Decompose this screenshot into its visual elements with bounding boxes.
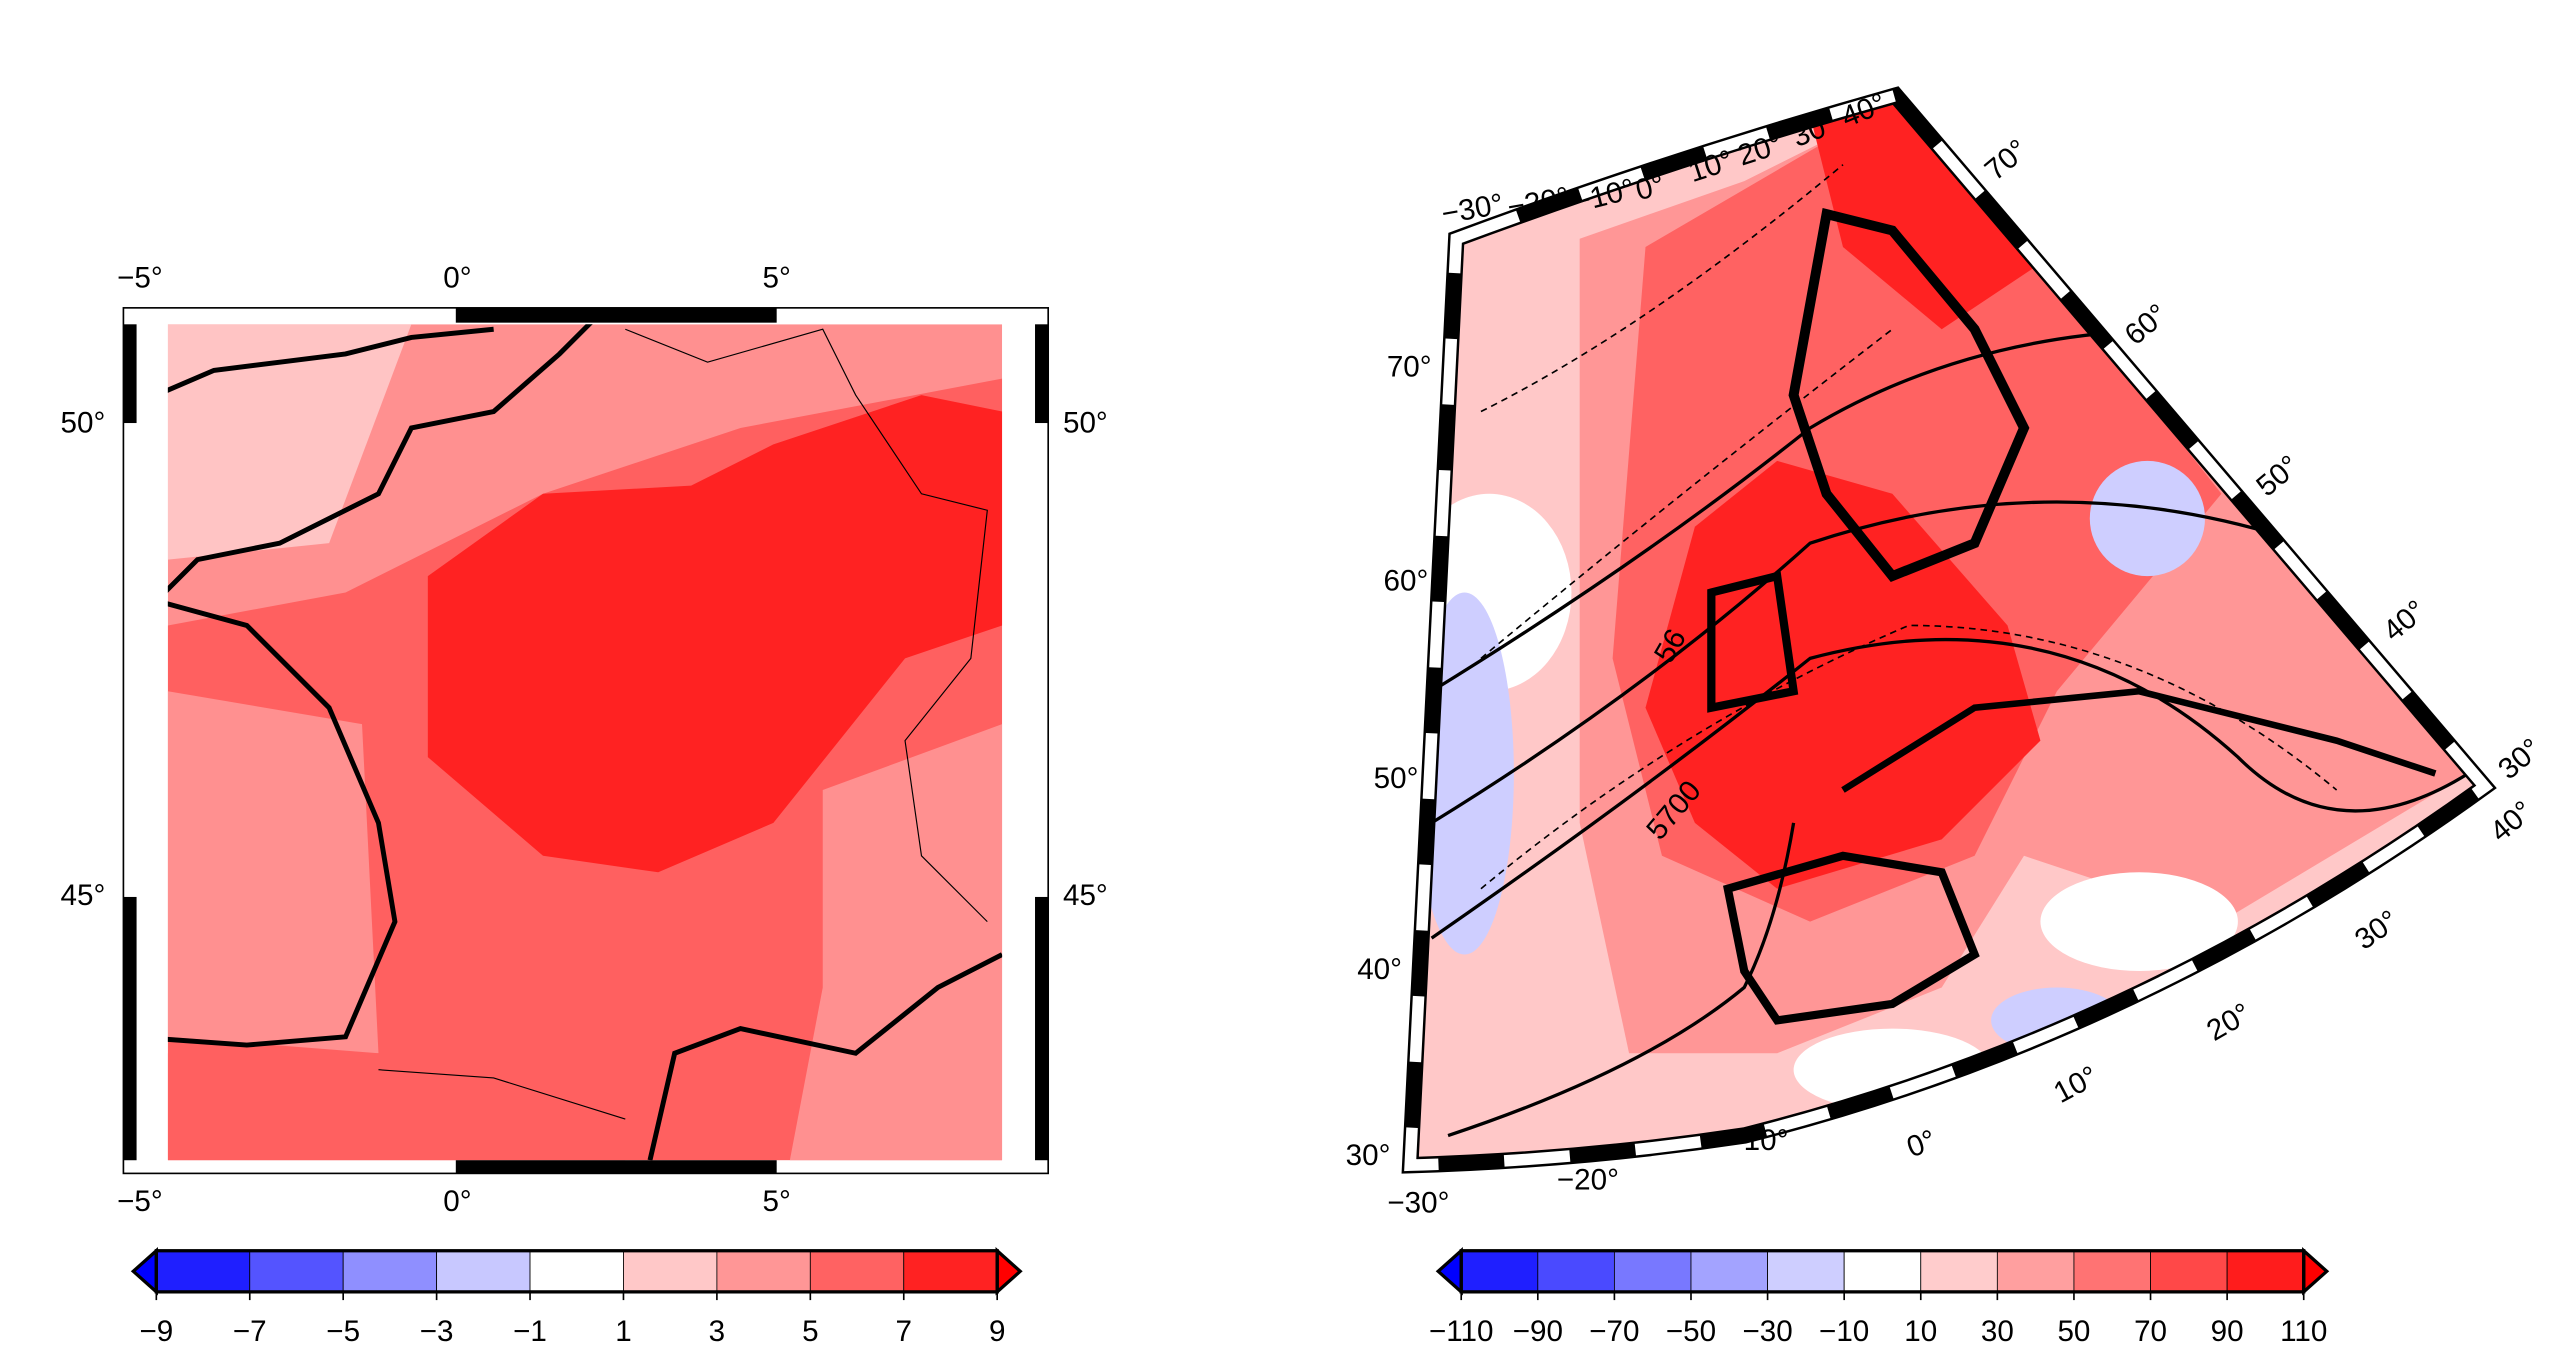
colorbar-tick-label: 50 (2057, 1315, 2090, 1348)
colorbar-over (995, 1247, 1023, 1296)
colorbar-tick-label: −3 (420, 1315, 454, 1348)
map-border (123, 307, 1049, 1174)
left-map (122, 307, 1050, 1175)
colorbar-tick-label: 9 (989, 1315, 1005, 1348)
colorbar-tick-label: −50 (1666, 1315, 1716, 1348)
axis-label: 0° (443, 262, 471, 295)
colorbar-tick-label: −30 (1742, 1315, 1792, 1348)
axis-label: −5° (117, 262, 163, 295)
colorbar-box (249, 1250, 344, 1293)
axis-label: −5° (117, 1185, 163, 1218)
axis-label: 40° (2377, 594, 2433, 648)
axis-label: 70° (1979, 133, 2035, 187)
colorbar-box (1537, 1250, 1615, 1293)
colorbar-tick-label: −9 (139, 1315, 173, 1348)
axis-label: 0° (443, 1185, 471, 1218)
colorbar-box (2150, 1250, 2228, 1293)
right-map (1401, 86, 2497, 1174)
axis-label: 0° (1902, 1124, 1940, 1165)
colorbar-over (2302, 1247, 2330, 1296)
colorbar-box (1460, 1250, 1539, 1293)
colorbar-tick-label: 70 (2134, 1315, 2167, 1348)
axis-label: 40° (2484, 795, 2540, 849)
colorbar-box (716, 1250, 811, 1293)
colorbar-tick-label: −1 (513, 1315, 547, 1348)
axis-label: 40° (1357, 953, 1402, 986)
colorbar-tick-label: 110 (2280, 1315, 2327, 1348)
axis-label: 45° (61, 879, 106, 912)
axis-label: −30° (1387, 1186, 1449, 1219)
colorbar-frame (1459, 1249, 2306, 1294)
map-frame-dashes (1404, 89, 2494, 1172)
colorbar-tick-label: 3 (709, 1315, 725, 1348)
axis-label: −10° (1726, 1124, 1788, 1157)
axis-label: 5° (763, 262, 791, 295)
axis-label: 70° (1387, 351, 1432, 384)
colorbar-box (1996, 1250, 2075, 1293)
colorbar-under (130, 1247, 158, 1296)
axis-label: 50° (1374, 762, 1419, 795)
axis-label: 60° (2119, 298, 2175, 352)
colorbar-box (623, 1250, 718, 1293)
colorbar-box (342, 1250, 438, 1293)
colorbar-box (2226, 1250, 2305, 1293)
colorbar-tick-label: −10 (1819, 1315, 1869, 1348)
axis-label: 10° (2048, 1060, 2103, 1110)
colorbar-box (436, 1250, 531, 1293)
colorbar-box (529, 1250, 624, 1293)
colorbar-box (1613, 1250, 1692, 1293)
colorbar-tick-label: −7 (233, 1315, 267, 1348)
axis-label: 50° (2250, 449, 2306, 503)
colorbar-tick-label: 90 (2211, 1315, 2244, 1348)
axis-label: 20° (2201, 997, 2256, 1048)
colorbar-tick-label: −70 (1589, 1315, 1639, 1348)
colorbar-frame (154, 1249, 999, 1294)
colorbar-box (1920, 1250, 1998, 1293)
colorbar-tick-label: −110 (1429, 1315, 1494, 1348)
axis-label: 30° (2492, 732, 2548, 786)
axis-label: 45° (1063, 879, 1108, 912)
axis-label: −20° (1557, 1163, 1619, 1196)
field (167, 324, 1003, 1161)
axis-label: 60° (1384, 564, 1429, 597)
colorbar-box (1690, 1250, 1768, 1293)
axis-label: 5° (763, 1185, 791, 1218)
axis-label: 30° (1346, 1139, 1391, 1172)
colorbar-box (1767, 1250, 1845, 1293)
colorbar-tick-label: 7 (896, 1315, 912, 1348)
colorbar-box (2073, 1250, 2151, 1293)
colorbar-box (155, 1250, 251, 1293)
colorbar-tick-label: −5 (326, 1315, 360, 1348)
axis-label: 50° (61, 407, 106, 440)
axis-label: 50° (1063, 407, 1108, 440)
colorbar-box (1843, 1250, 1922, 1293)
colorbar-tick-label: 30 (1981, 1315, 2014, 1348)
axis-label: 30° (2349, 904, 2405, 957)
colorbar-box (809, 1250, 905, 1293)
colorbar-under (1435, 1247, 1463, 1296)
colorbar-box (903, 1250, 998, 1293)
colorbar-tick-label: −90 (1513, 1315, 1563, 1348)
colorbar-tick-label: 5 (802, 1315, 818, 1348)
colorbar-tick-label: 10 (1904, 1315, 1937, 1348)
colorbar-tick-label: 1 (615, 1315, 631, 1348)
